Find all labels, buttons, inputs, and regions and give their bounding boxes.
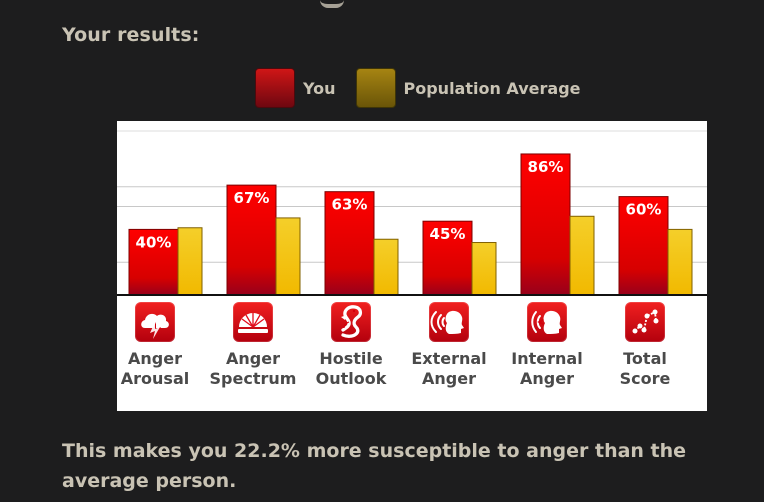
category-total-score: Total Score (597, 302, 693, 411)
you-bar (520, 153, 571, 296)
category-label-line-2: Anger (520, 369, 574, 388)
category-label-hostile-outlook: Hostile Outlook (303, 349, 399, 389)
category-label-line-2: Anger (422, 369, 476, 388)
you-color-swatch (255, 68, 295, 108)
legend-you-label: You (303, 78, 336, 98)
population-average-color-swatch (355, 68, 396, 108)
category-label-line-2: Arousal (120, 369, 190, 388)
category-label-total-score: Total Score (597, 349, 693, 389)
population-average-bar (471, 242, 497, 296)
population-average-bar (373, 238, 399, 296)
chart-legend: You Population Average (255, 68, 601, 108)
cobra-icon (331, 302, 371, 342)
chart-bars: 40% 67% 63% 45% 86% 60% (128, 153, 693, 296)
category-internal-anger: Internal Anger (499, 302, 595, 411)
anger-susceptibility-summary: This makes you 22.2% more susceptible to… (62, 440, 687, 492)
category-label-internal-anger: Internal Anger (499, 349, 595, 389)
legend-item-you: You (255, 68, 336, 108)
category-anger-arousal: Anger Arousal (117, 302, 203, 411)
category-label-anger-spectrum: Anger Spectrum (205, 349, 301, 389)
you-bar (618, 196, 669, 296)
category-anger-spectrum: Anger Spectrum (205, 302, 301, 411)
category-hostile-outlook: Hostile Outlook (303, 302, 399, 411)
you-value-label: 45% (430, 225, 466, 243)
category-label-line-2: Outlook (315, 369, 387, 388)
you-value-label: 86% (528, 158, 564, 176)
legend-item-population-average: Population Average (355, 68, 581, 108)
anger-results-chart: 40% 67% 63% 45% 86% 60% Anger Arousal (117, 121, 707, 411)
chart-gridlines (117, 130, 707, 263)
category-label-line-1: Anger (226, 349, 280, 368)
category-label-line-2: Score (619, 369, 671, 388)
you-bar (128, 228, 179, 296)
loud-head-icon (429, 302, 469, 342)
spectrum-gauge-icon (233, 302, 273, 342)
results-title: Your results: (62, 24, 200, 46)
you-value-label: 67% (234, 189, 270, 207)
you-value-label: 63% (332, 196, 368, 214)
you-bar (226, 184, 277, 296)
category-label-line-1: Total (623, 349, 667, 368)
lightning-cloud-icon (135, 302, 175, 342)
you-value-label: 40% (136, 233, 172, 251)
bar-chart-svg: 40% 67% 63% 45% 86% 60% (117, 130, 707, 296)
population-average-bar (667, 228, 693, 296)
you-bar (422, 220, 473, 296)
partial-page-heading (320, 0, 344, 8)
connected-dots-icon (625, 302, 665, 342)
you-value-label: 60% (626, 201, 662, 219)
population-average-bar (177, 227, 203, 296)
category-label-line-2: Spectrum (209, 369, 297, 388)
category-label-line-1: Anger (128, 349, 182, 368)
population-average-bar (569, 215, 595, 296)
category-label-anger-arousal: Anger Arousal (117, 349, 203, 389)
category-label-line-1: Hostile (319, 349, 383, 368)
category-label-external-anger: External Anger (401, 349, 497, 389)
population-average-bar (275, 217, 301, 296)
internal-head-icon (527, 302, 567, 342)
legend-population-average-label: Population Average (403, 78, 581, 98)
category-external-anger: External Anger (401, 302, 497, 411)
category-label-line-1: External (411, 349, 487, 368)
category-label-line-1: Internal (511, 349, 583, 368)
